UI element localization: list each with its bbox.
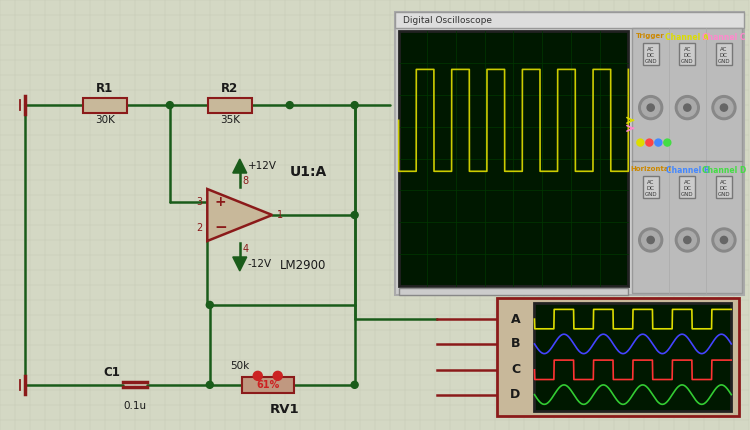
Text: DC: DC xyxy=(720,185,728,190)
Text: Digital Oscilloscope: Digital Oscilloscope xyxy=(403,15,491,25)
Circle shape xyxy=(720,237,728,243)
Bar xyxy=(398,31,628,286)
Text: 50k: 50k xyxy=(230,361,250,371)
Circle shape xyxy=(678,231,696,249)
Text: +12V: +12V xyxy=(248,161,277,171)
Circle shape xyxy=(351,212,358,218)
Text: -12V: -12V xyxy=(248,259,272,269)
Circle shape xyxy=(639,228,663,252)
Text: B: B xyxy=(511,338,520,350)
Text: 0.1u: 0.1u xyxy=(123,401,146,411)
Text: Horizontal: Horizontal xyxy=(630,166,671,172)
Circle shape xyxy=(712,95,736,120)
Text: DC: DC xyxy=(646,185,655,190)
Bar xyxy=(83,98,127,113)
Bar xyxy=(716,175,732,197)
Circle shape xyxy=(206,381,213,388)
Circle shape xyxy=(637,139,644,146)
Bar xyxy=(643,175,658,197)
Bar xyxy=(208,98,252,113)
Text: GND: GND xyxy=(644,59,657,64)
Polygon shape xyxy=(232,257,247,271)
Bar xyxy=(643,43,658,65)
Text: +: + xyxy=(214,195,226,209)
Text: GND: GND xyxy=(718,59,730,64)
Text: AC: AC xyxy=(647,47,655,52)
Circle shape xyxy=(720,104,728,111)
Circle shape xyxy=(675,228,699,252)
Text: R1: R1 xyxy=(96,82,113,95)
Circle shape xyxy=(684,104,691,111)
Text: 4: 4 xyxy=(243,244,249,254)
Text: 35K: 35K xyxy=(220,115,240,125)
Text: R2: R2 xyxy=(221,82,238,95)
Bar xyxy=(680,43,695,65)
Text: 8: 8 xyxy=(243,176,249,186)
Circle shape xyxy=(351,101,358,109)
Polygon shape xyxy=(207,189,272,241)
Text: C: C xyxy=(511,363,520,376)
Text: GND: GND xyxy=(681,191,694,197)
Text: DC: DC xyxy=(683,53,692,58)
Circle shape xyxy=(273,372,282,381)
Text: Trigger: Trigger xyxy=(636,33,665,39)
Text: Channel D: Channel D xyxy=(702,166,746,175)
Circle shape xyxy=(675,95,699,120)
Bar xyxy=(398,288,628,295)
Text: 2: 2 xyxy=(196,223,202,233)
Circle shape xyxy=(664,139,670,146)
Text: AC: AC xyxy=(720,180,728,184)
Circle shape xyxy=(646,139,652,146)
Bar xyxy=(496,298,740,416)
Circle shape xyxy=(715,231,733,249)
Text: C1: C1 xyxy=(103,366,120,379)
Text: DC: DC xyxy=(683,185,692,190)
Text: −: − xyxy=(214,221,226,236)
Circle shape xyxy=(715,98,733,117)
Bar xyxy=(242,377,294,393)
Circle shape xyxy=(166,101,173,109)
Text: 1: 1 xyxy=(278,210,284,220)
Text: AC: AC xyxy=(720,47,728,52)
Text: A: A xyxy=(511,313,520,326)
Circle shape xyxy=(639,95,663,120)
Circle shape xyxy=(655,139,662,146)
Text: GND: GND xyxy=(644,191,657,197)
Circle shape xyxy=(286,101,293,109)
Circle shape xyxy=(642,98,660,117)
Circle shape xyxy=(351,381,358,388)
Text: U1:A: U1:A xyxy=(290,165,328,179)
Bar xyxy=(394,12,744,28)
Circle shape xyxy=(712,228,736,252)
Bar xyxy=(535,303,731,411)
Bar xyxy=(394,12,744,295)
Text: DC: DC xyxy=(646,53,655,58)
Circle shape xyxy=(684,237,691,243)
Text: 3: 3 xyxy=(196,197,202,207)
Text: RV1: RV1 xyxy=(270,403,299,416)
Circle shape xyxy=(642,231,660,249)
Text: Channel B: Channel B xyxy=(665,166,710,175)
Circle shape xyxy=(678,98,696,117)
Bar xyxy=(716,43,732,65)
Text: GND: GND xyxy=(681,59,694,64)
Circle shape xyxy=(254,372,262,381)
Polygon shape xyxy=(232,159,247,173)
Text: 30K: 30K xyxy=(95,115,115,125)
Text: AC: AC xyxy=(684,180,691,184)
Text: Channel A: Channel A xyxy=(665,33,710,42)
Text: GND: GND xyxy=(718,191,730,197)
Bar xyxy=(632,28,742,293)
Bar xyxy=(680,175,695,197)
Text: DC: DC xyxy=(720,53,728,58)
Circle shape xyxy=(206,301,213,308)
Circle shape xyxy=(647,237,654,243)
Text: LM2900: LM2900 xyxy=(280,259,326,272)
Circle shape xyxy=(647,104,654,111)
Text: 61%: 61% xyxy=(256,380,279,390)
Text: Channel C: Channel C xyxy=(702,33,746,42)
Text: AC: AC xyxy=(647,180,655,184)
Text: AC: AC xyxy=(684,47,691,52)
Text: D: D xyxy=(510,388,520,401)
